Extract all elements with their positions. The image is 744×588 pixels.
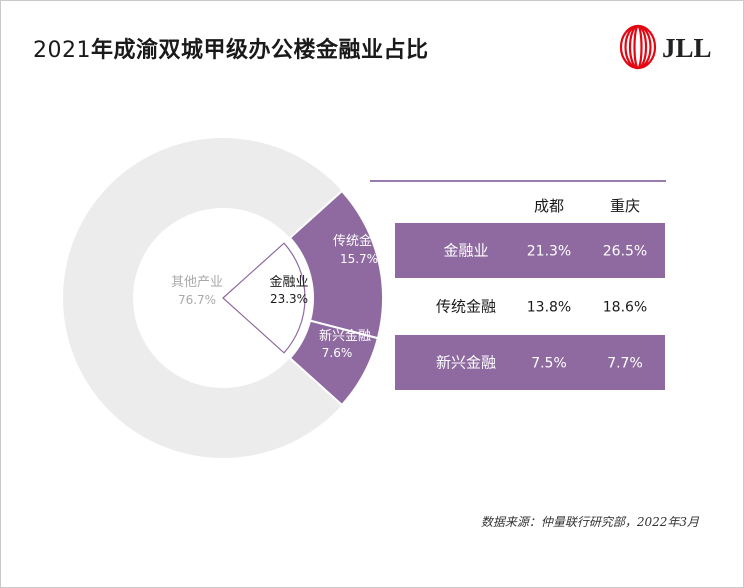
chart-title: 2021年成渝双城甲级办公楼金融业占比 <box>33 32 429 64</box>
table-row-label-1: 传统金融 <box>436 298 496 316</box>
pie-slice-finance <box>222 242 306 354</box>
table-cell-2-0: 7.5% <box>531 356 567 372</box>
title-main: 年成渝双城甲级办公楼金融业占比 <box>91 38 429 63</box>
jll-logo-mark-icon <box>619 24 657 70</box>
table-cell-1-0: 13.8% <box>527 300 571 316</box>
breakdown-slice-1 <box>288 319 380 407</box>
table-row-label-2: 新兴金融 <box>436 354 496 372</box>
breakdown-value-1: 7.6% <box>322 346 353 360</box>
table-cell-2-1: 7.7% <box>607 356 643 372</box>
breakdown-label-1: 新兴金融 <box>319 328 371 344</box>
slice-value-other: 76.7% <box>178 293 216 307</box>
breakdown-value-0: 15.7% <box>340 252 378 266</box>
slice-value-finance: 23.3% <box>270 292 308 306</box>
source-note: 数据来源：仲量联行研究部，2022年3月 <box>480 515 699 529</box>
table-cell-1-1: 18.6% <box>603 300 647 316</box>
table-row-label-0: 金融业 <box>443 242 488 260</box>
jll-logo: JLL <box>619 24 712 70</box>
table-header-0: 成都 <box>534 197 564 215</box>
table-cell-0-1: 26.5% <box>603 244 647 260</box>
table-row-bg-2 <box>395 335 665 390</box>
table-header-1: 重庆 <box>610 197 640 215</box>
pie-layer: 其他产业 76.7% 金融业 23.3% 传统金融 15.7% 新兴金融 7.6% <box>63 137 385 458</box>
breakdown-label-0: 传统金融 <box>333 233 385 249</box>
slice-label-other: 其他产业 <box>171 275 223 290</box>
jll-logo-text: JLL <box>662 33 712 63</box>
title-year: 2021 <box>33 38 91 63</box>
slice-label-finance: 金融业 <box>269 274 308 290</box>
pie-slice-other <box>63 137 343 458</box>
table-row-bg-0 <box>395 223 665 278</box>
table-cell-0-0: 21.3% <box>527 244 571 260</box>
